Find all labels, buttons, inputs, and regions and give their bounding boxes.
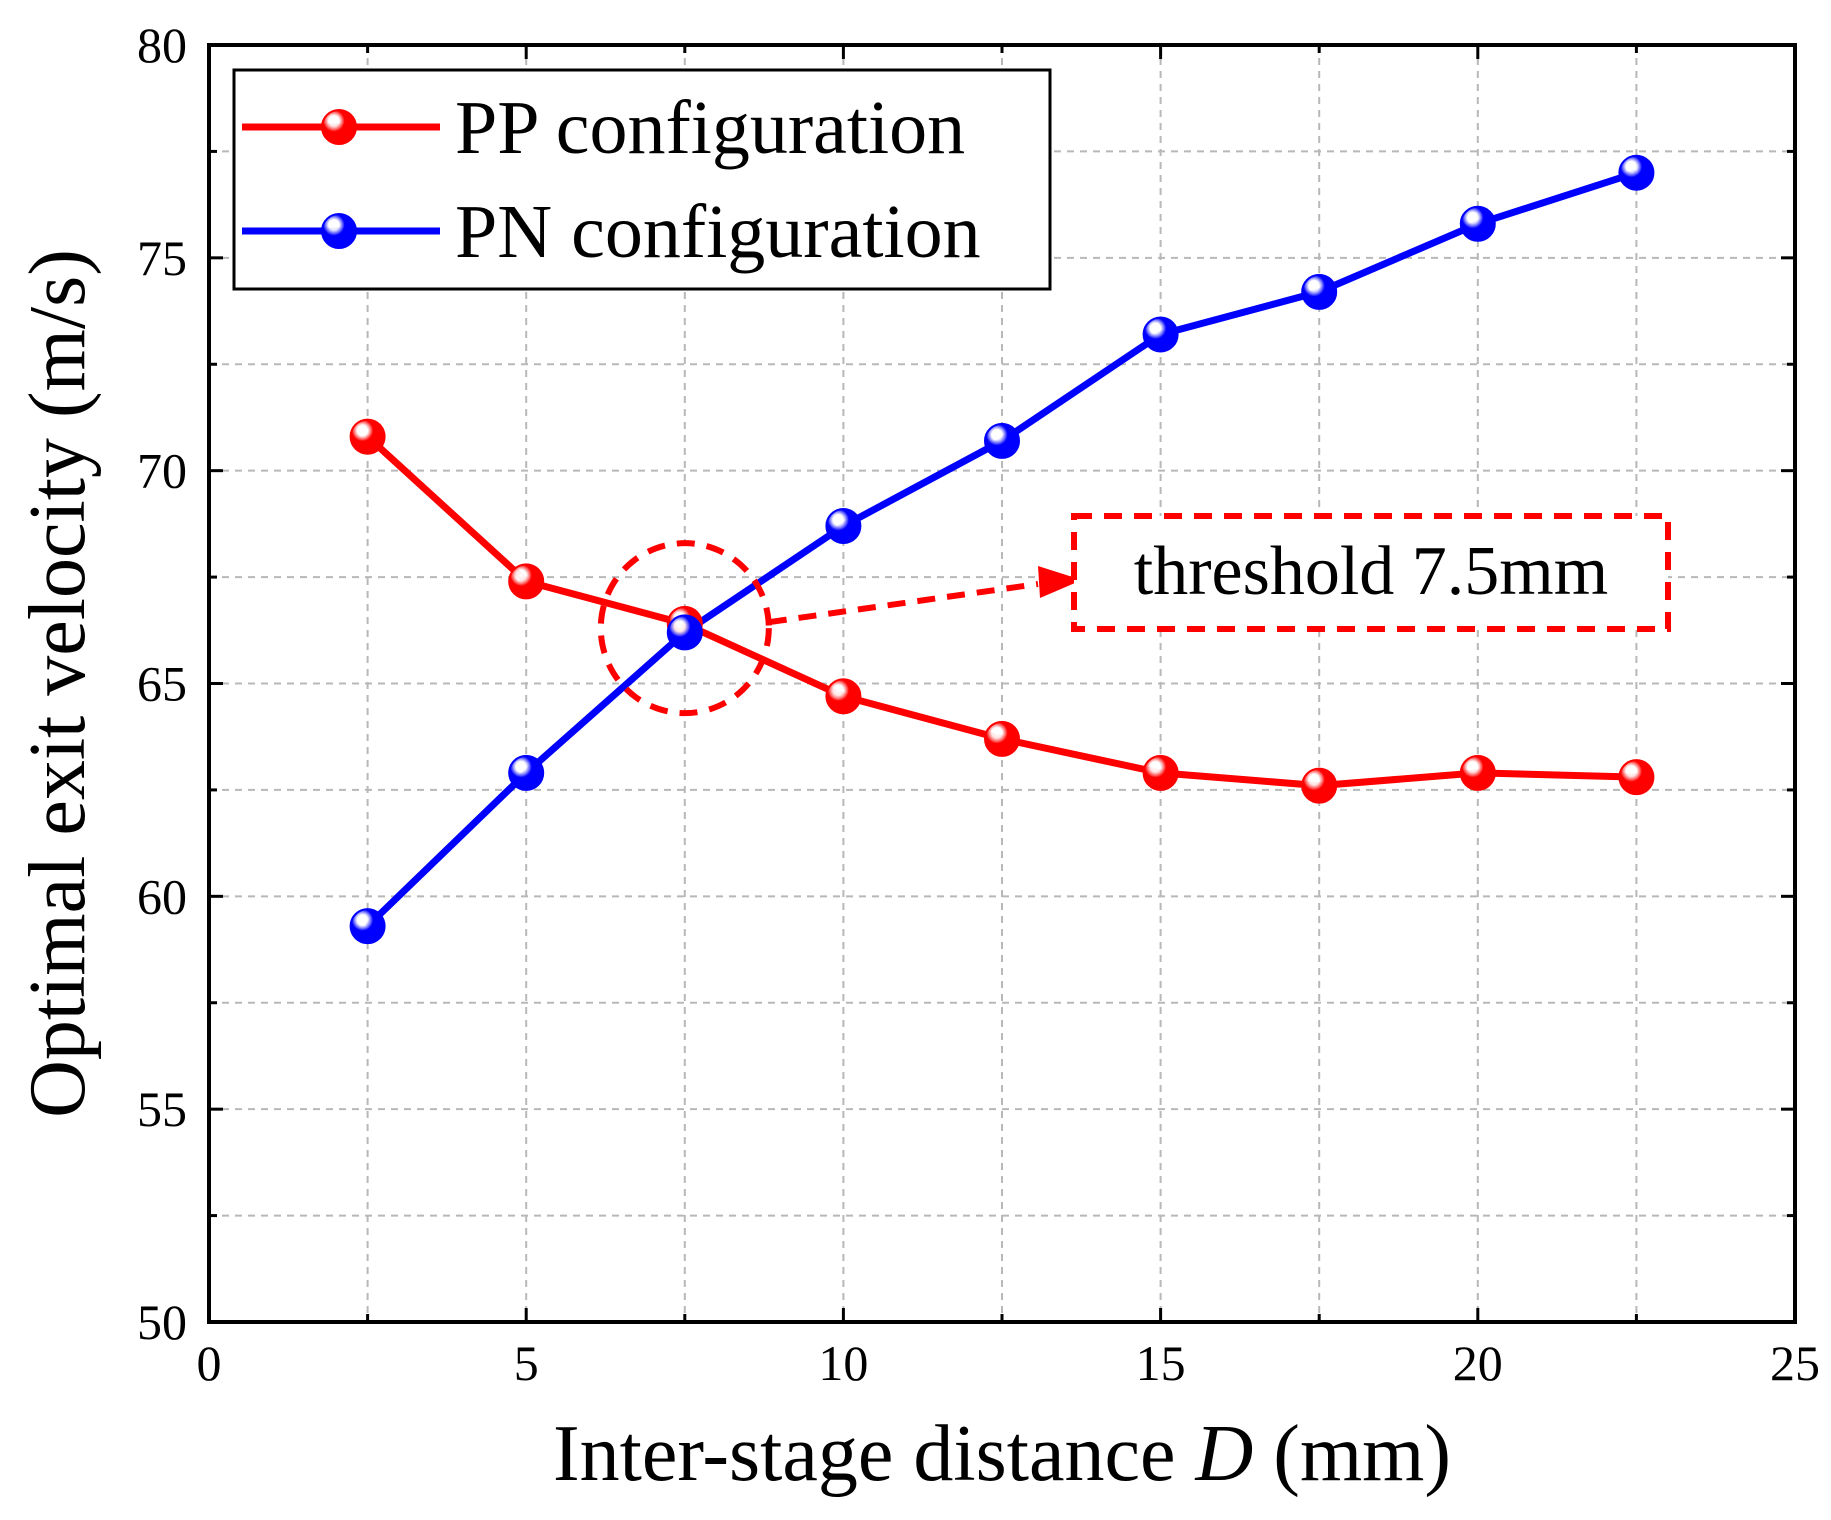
- data-point-pn: [1459, 205, 1496, 242]
- data-point-pp: [1301, 767, 1338, 804]
- series-layer: [349, 154, 1655, 945]
- y-tick-label: 65: [137, 656, 187, 712]
- data-point-pp: [508, 563, 545, 600]
- y-tick-label: 75: [137, 230, 187, 286]
- y-tick-label: 70: [137, 443, 187, 499]
- x-axis-title-prefix: Inter-stage distance: [553, 1410, 1196, 1498]
- legend: PP configuration PN configuration: [232, 68, 1052, 291]
- y-axis-title: Optimal exit velocity (m/s): [14, 249, 102, 1118]
- data-point-pn: [1301, 273, 1338, 310]
- data-point-pn: [666, 614, 703, 651]
- annotation-circle: [597, 540, 772, 717]
- data-point-pn: [349, 908, 386, 945]
- y-tick-label: 50: [137, 1294, 187, 1350]
- annotation-label: threshold 7.5mm: [1134, 533, 1608, 610]
- data-point-pn: [1142, 316, 1179, 353]
- legend-marker-pp: [321, 109, 357, 145]
- data-point-pn: [508, 754, 545, 791]
- x-tick-label: 20: [1453, 1335, 1503, 1391]
- axis-labels: 0 5 10 15 20 25 50 55 60 65 70 75 80 Inter-stage dist…: [14, 17, 1820, 1498]
- data-point-pp: [1142, 754, 1179, 791]
- x-tick-label: 25: [1770, 1335, 1820, 1391]
- legend-label-pn: PN configuration: [455, 190, 981, 274]
- annotation-arrow-head: [1038, 566, 1082, 598]
- data-point-pp: [984, 720, 1020, 757]
- data-point-pp: [349, 418, 386, 455]
- plot-frame: [207, 43, 1797, 1324]
- annotation-box: [1071, 513, 1671, 632]
- data-point-pn: [825, 508, 862, 545]
- x-axis-title-suffix: (mm): [1253, 1410, 1451, 1498]
- x-axis-title: Inter-stage distance D (mm): [553, 1410, 1451, 1498]
- x-axis-title-variable: D: [1195, 1410, 1254, 1498]
- data-point-pp: [825, 678, 862, 715]
- data-point-pp: [1618, 759, 1655, 796]
- x-tick-label: 0: [197, 1335, 222, 1391]
- legend-marker-pn: [321, 213, 357, 249]
- data-point-pn: [984, 422, 1020, 459]
- data-point-pp: [1459, 754, 1496, 791]
- y-tick-label: 80: [137, 17, 187, 73]
- x-tick-label: 10: [818, 1335, 868, 1391]
- data-point-pn: [1618, 154, 1655, 191]
- legend-label-pp: PP configuration: [455, 86, 965, 170]
- y-tick-label: 60: [137, 868, 187, 924]
- y-tick-label: 55: [137, 1081, 187, 1137]
- annotation-arrow-line: [768, 581, 1039, 626]
- annotation-layer: threshold 7.5mm: [597, 513, 1671, 717]
- x-tick-label: 15: [1136, 1335, 1186, 1391]
- x-tick-label: 5: [514, 1335, 539, 1391]
- legend-box: [232, 68, 1052, 291]
